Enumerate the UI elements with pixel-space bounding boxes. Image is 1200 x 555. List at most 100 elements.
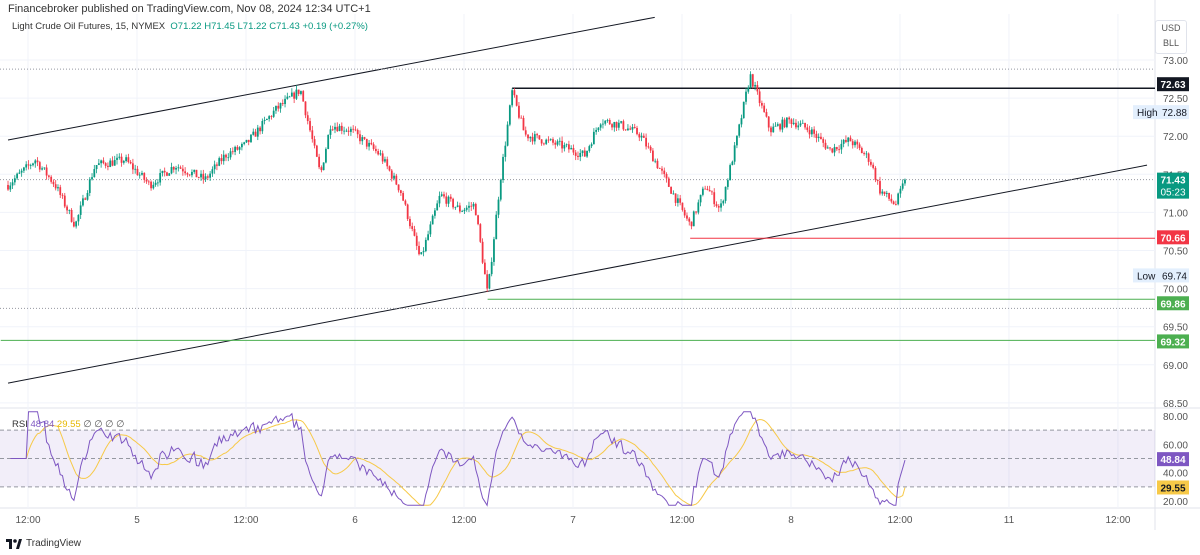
candle-body — [711, 191, 713, 193]
candle-body — [145, 179, 148, 182]
candle-body — [606, 120, 609, 121]
rsi-label[interactable]: RSI — [12, 419, 28, 430]
candle-body — [86, 192, 89, 200]
candle-body — [708, 190, 711, 192]
candle-body — [38, 162, 41, 170]
candle-body — [758, 91, 761, 103]
candle-body — [699, 194, 702, 203]
candle-body — [688, 218, 691, 222]
candle-body — [731, 161, 734, 166]
candle-body — [592, 131, 595, 145]
candle-body — [483, 262, 486, 275]
candle-body — [136, 168, 139, 176]
candle-body — [897, 193, 900, 205]
time-tick-label: 12:00 — [1105, 515, 1130, 526]
candle-body — [724, 186, 727, 201]
high-marker-label: High — [1137, 108, 1158, 119]
candle-body — [470, 205, 473, 207]
candle-body — [156, 182, 159, 184]
rsi-tick-label: 80.00 — [1163, 412, 1188, 423]
candle-body — [290, 92, 293, 97]
candle-body — [549, 139, 552, 140]
candle-body — [624, 129, 627, 131]
candle-body — [277, 105, 280, 109]
candle-body — [66, 206, 68, 211]
candle-body — [261, 121, 264, 132]
footer-brand: TradingView — [26, 538, 82, 549]
candle-body — [388, 166, 391, 171]
last-price-tag-text: 71.43 — [1160, 176, 1185, 187]
price-tick-label: 72.50 — [1163, 94, 1188, 105]
candle-body — [726, 180, 729, 187]
candle-body — [125, 157, 127, 161]
candle-body — [847, 137, 850, 142]
candle-body — [427, 234, 430, 240]
candle-body — [495, 214, 498, 240]
candle-body — [590, 144, 593, 147]
candle-body — [490, 261, 493, 275]
rsi-tick-label: 20.00 — [1163, 497, 1188, 508]
high-marker-bg — [1133, 105, 1189, 120]
bar-countdown: 05:23 — [1160, 188, 1185, 199]
candle-body — [161, 170, 164, 174]
candle-body — [272, 110, 275, 117]
price-tick-label: 70.50 — [1163, 247, 1188, 258]
candle-body — [761, 102, 763, 106]
tradingview-logo[interactable]: TradingView — [6, 538, 81, 549]
candle-body — [676, 198, 679, 203]
candle-body — [284, 98, 286, 105]
candle-body — [522, 117, 525, 131]
candle-body — [565, 144, 568, 146]
candle-body — [563, 145, 566, 149]
candle-body — [499, 180, 502, 200]
candle-body — [749, 74, 752, 88]
candle-body — [577, 155, 579, 157]
currency-unit-button[interactable]: USD BLL — [1155, 20, 1187, 54]
candle-body — [259, 127, 261, 132]
candle-body — [785, 117, 788, 128]
candle-body — [567, 144, 570, 150]
rsi-legend: RSI 48.84 29.55 ∅ ∅ ∅ ∅ — [12, 419, 124, 430]
candle-body — [95, 165, 98, 170]
low-marker-value: 69.74 — [1162, 271, 1187, 282]
candle-body — [172, 167, 175, 170]
rsi-tick-label: 40.00 — [1163, 469, 1188, 480]
candle-body — [18, 172, 21, 174]
rsi-value-tag: 48.84 — [1157, 452, 1189, 467]
candle-body — [538, 135, 541, 140]
candle-body — [243, 142, 246, 144]
candle-body — [443, 194, 445, 197]
candle-body — [159, 173, 162, 183]
candle-body — [325, 148, 327, 163]
candle-body — [570, 147, 573, 150]
rsi-line — [10, 411, 906, 507]
candle-body — [361, 137, 364, 142]
candle-body — [663, 170, 666, 175]
candle-body — [390, 170, 393, 179]
candle-body — [558, 140, 561, 142]
candle-body — [295, 89, 298, 99]
candle-body — [690, 221, 693, 227]
candle-body — [11, 182, 14, 186]
candle-body — [300, 91, 302, 94]
candle-body — [79, 205, 82, 215]
candle-body — [279, 103, 282, 109]
candle-body — [652, 150, 654, 162]
candle-body — [579, 152, 582, 157]
ohlc-low: L71.22 — [237, 21, 267, 32]
candle-body — [188, 174, 191, 176]
level-price-tag-text: 69.32 — [1160, 337, 1185, 348]
candle-body — [191, 171, 193, 176]
candle-body — [572, 147, 575, 153]
candle-body — [213, 164, 216, 170]
candle-body — [216, 164, 218, 166]
time-tick-label: 12:00 — [233, 515, 258, 526]
candle-body — [817, 136, 820, 139]
candle-body — [767, 116, 770, 128]
candle-body — [692, 211, 695, 227]
candle-body — [163, 170, 166, 173]
candle-body — [713, 192, 716, 205]
symbol-name[interactable]: Light Crude Oil Futures, 15, NYMEX — [12, 21, 166, 32]
candle-body — [520, 117, 523, 119]
